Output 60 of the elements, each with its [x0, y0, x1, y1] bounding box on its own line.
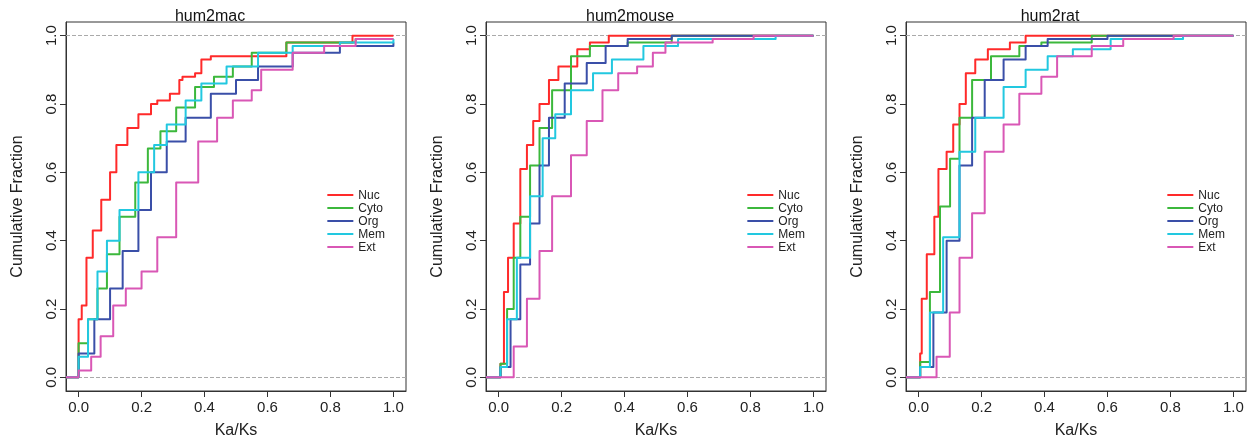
chart-title: hum2mac [174, 6, 246, 24]
y-tick-label: 0.8 [42, 93, 59, 115]
x-tick-label: 0.8 [320, 398, 341, 415]
y-tick-label: 0.4 [462, 230, 479, 252]
legend-label: Mem [778, 227, 806, 241]
x-tick-label: 0.0 [68, 398, 90, 415]
x-tick-label: 0.6 [1097, 398, 1118, 415]
y-axis-title: Cumulative Fraction [7, 135, 25, 278]
x-axis-title: Ka/Ks [634, 420, 678, 438]
x-tick-label: 0.8 [740, 398, 761, 415]
y-tick-label: 0.6 [462, 161, 479, 183]
x-tick-label: 0.2 [551, 398, 572, 415]
legend-label: Cyto [1198, 201, 1224, 215]
x-tick-label: 0.4 [194, 398, 215, 415]
chart-title: hum2rat [1020, 6, 1080, 24]
legend-label: Org [358, 214, 379, 228]
x-axis-title: Ka/Ks [214, 420, 258, 438]
x-tick-label: 0.2 [131, 398, 152, 415]
legend-label: Cyto [358, 201, 384, 215]
y-axis-title: Cumulative Fraction [847, 135, 865, 278]
y-tick-label: 0.2 [42, 298, 59, 320]
x-tick-label: 0.0 [908, 398, 930, 415]
legend-label: Ext [1198, 240, 1217, 254]
x-tick-label: 0.0 [488, 398, 510, 415]
x-tick-label: 1.0 [1222, 398, 1244, 415]
y-tick-label: 1.0 [42, 25, 59, 47]
legend-label: Org [778, 214, 799, 228]
y-tick-label: 1.0 [462, 25, 479, 47]
legend-label: Nuc [358, 188, 380, 202]
legend-label: Mem [358, 227, 386, 241]
y-tick-label: 0.4 [882, 230, 899, 252]
legend-label: Mem [1198, 227, 1226, 241]
y-tick-label: 0.2 [882, 298, 899, 320]
x-tick-label: 0.4 [614, 398, 635, 415]
legend-label: Nuc [778, 188, 800, 202]
x-tick-label: 0.2 [971, 398, 992, 415]
legend-label: Ext [358, 240, 377, 254]
legend-label: Cyto [778, 201, 804, 215]
y-tick-label: 0.2 [462, 298, 479, 320]
x-axis-title: Ka/Ks [1054, 420, 1098, 438]
y-tick-label: 0.0 [882, 366, 899, 388]
x-tick-label: 0.6 [257, 398, 278, 415]
legend-label: Nuc [1198, 188, 1220, 202]
y-tick-label: 0.0 [42, 366, 59, 388]
y-tick-label: 0.0 [462, 366, 479, 388]
y-tick-label: 0.8 [462, 93, 479, 115]
y-tick-label: 0.6 [42, 161, 59, 183]
y-tick-label: 1.0 [882, 25, 899, 47]
chart-title: hum2mouse [585, 6, 675, 24]
legend-label: Ext [778, 240, 797, 254]
x-tick-label: 1.0 [382, 398, 404, 415]
x-tick-label: 0.6 [677, 398, 698, 415]
y-tick-label: 0.6 [882, 161, 899, 183]
legend-label: Org [1198, 214, 1219, 228]
x-tick-label: 0.8 [1160, 398, 1181, 415]
y-tick-label: 0.8 [882, 93, 899, 115]
x-tick-label: 0.4 [1034, 398, 1055, 415]
x-tick-label: 1.0 [802, 398, 824, 415]
y-tick-label: 0.4 [42, 230, 59, 252]
y-axis-title: Cumulative Fraction [427, 135, 445, 278]
